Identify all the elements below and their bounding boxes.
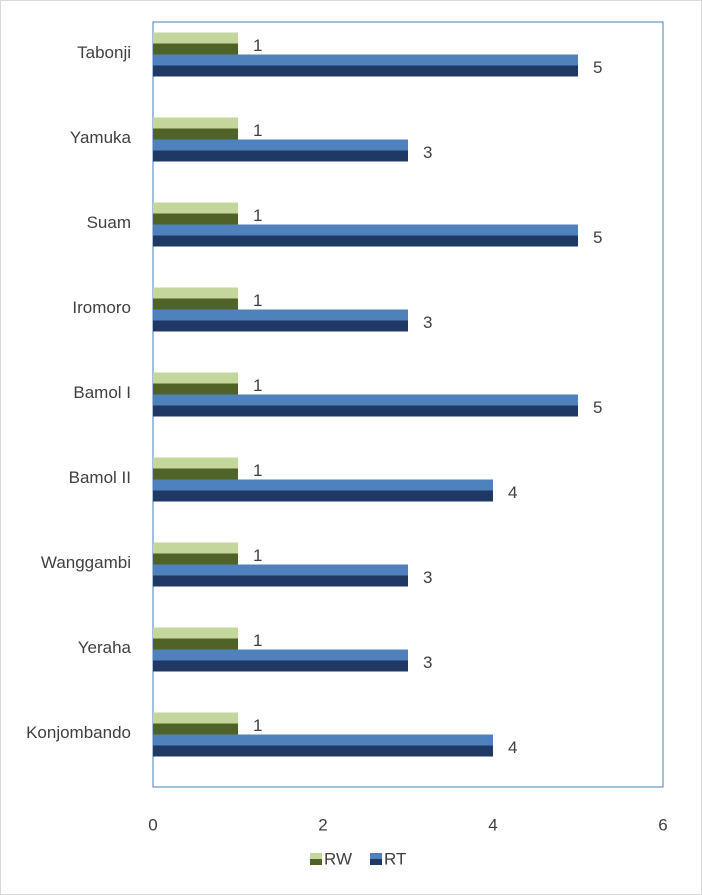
bar [153, 734, 493, 757]
value-label: 3 [423, 568, 432, 587]
y-tick-label: Iromoro [72, 298, 131, 317]
value-label: 3 [423, 143, 432, 162]
bar [153, 542, 238, 565]
x-tick-label: 4 [488, 815, 497, 834]
bar [153, 649, 408, 672]
value-label: 5 [593, 228, 602, 247]
x-tick-label: 2 [318, 815, 327, 834]
bar [153, 54, 578, 77]
legend-label: RW [324, 849, 352, 868]
y-tick-label: Bamol I [73, 383, 131, 402]
value-label: 1 [253, 631, 262, 650]
y-tick-label: Tabonji [77, 43, 131, 62]
legend-swatch [310, 853, 322, 865]
bar [153, 202, 238, 225]
x-tick-label: 0 [148, 815, 157, 834]
bar [153, 224, 578, 247]
value-label: 1 [253, 291, 262, 310]
y-tick-label: Yeraha [78, 638, 132, 657]
value-label: 3 [423, 313, 432, 332]
value-label: 1 [253, 716, 262, 735]
bar [153, 564, 408, 587]
value-label: 5 [593, 58, 602, 77]
bar [153, 372, 238, 395]
bar [153, 479, 493, 502]
value-label: 5 [593, 398, 602, 417]
bar [153, 309, 408, 332]
legend-label: RT [384, 849, 406, 868]
value-label: 1 [253, 206, 262, 225]
bar [153, 139, 408, 162]
value-label: 1 [253, 121, 262, 140]
x-tick-label: 6 [658, 815, 667, 834]
value-label: 1 [253, 376, 262, 395]
value-label: 3 [423, 653, 432, 672]
bar [153, 117, 238, 140]
value-label: 1 [253, 546, 262, 565]
bar [153, 394, 578, 417]
bar [153, 457, 238, 480]
bar [153, 712, 238, 735]
bar [153, 32, 238, 55]
value-label: 1 [253, 461, 262, 480]
y-tick-label: Konjombando [26, 723, 131, 742]
bar [153, 627, 238, 650]
y-tick-label: Wanggambi [41, 553, 131, 572]
y-tick-label: Suam [87, 213, 131, 232]
value-label: 4 [508, 738, 517, 757]
y-tick-label: Bamol II [69, 468, 131, 487]
bar [153, 287, 238, 310]
value-label: 1 [253, 36, 262, 55]
value-label: 4 [508, 483, 517, 502]
legend-swatch [370, 853, 383, 865]
y-tick-label: Yamuka [70, 128, 132, 147]
